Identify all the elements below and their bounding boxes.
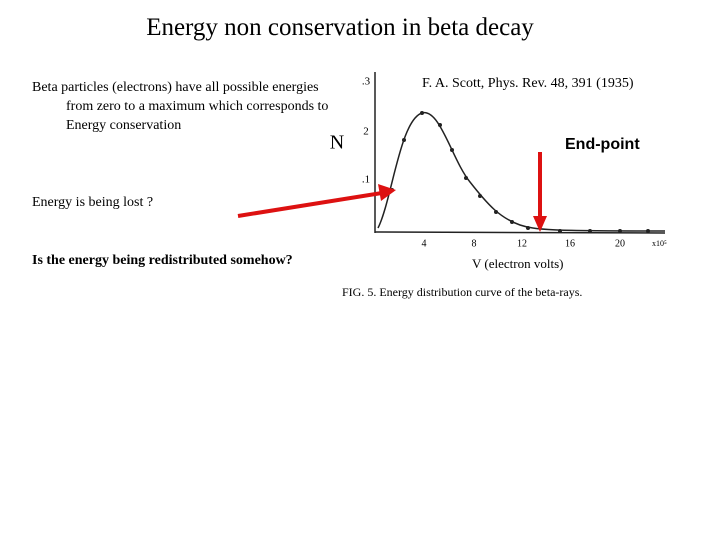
y-axis-label: N bbox=[330, 132, 344, 154]
curve bbox=[377, 112, 666, 232]
y-tick-label: .1 bbox=[362, 174, 370, 186]
x-scale: x10⁵ bbox=[652, 239, 667, 248]
arrow-head bbox=[378, 184, 396, 201]
paragraph: Beta particles (electrons) have all poss… bbox=[32, 80, 329, 133]
x-axis bbox=[374, 231, 666, 234]
y-tick-label: 2 bbox=[363, 126, 369, 138]
data-points bbox=[390, 111, 650, 233]
x-tick-label: 20 bbox=[615, 238, 625, 249]
arrow bbox=[237, 191, 383, 218]
caption: FIG. 5. Energy distribution curve of the… bbox=[342, 285, 582, 299]
x-axis-label: V (electron volts) bbox=[472, 256, 563, 271]
paragraph: Energy is being lost ? bbox=[32, 195, 154, 210]
arrow-head bbox=[533, 216, 547, 232]
x-tick-label: 4 bbox=[422, 238, 427, 249]
y-tick-label: .3 bbox=[362, 76, 371, 88]
x-tick-label: 12 bbox=[517, 238, 527, 249]
annotation: End-point bbox=[565, 136, 640, 153]
slide-title: Energy non conservation in beta decay bbox=[146, 14, 534, 41]
citation: F. A. Scott, Phys. Rev. 48, 391 (1935) bbox=[422, 76, 634, 91]
x-tick-label: 8 bbox=[472, 238, 477, 249]
paragraph: Is the energy being redistributed someho… bbox=[32, 253, 293, 268]
x-tick-label: 16 bbox=[565, 238, 575, 249]
